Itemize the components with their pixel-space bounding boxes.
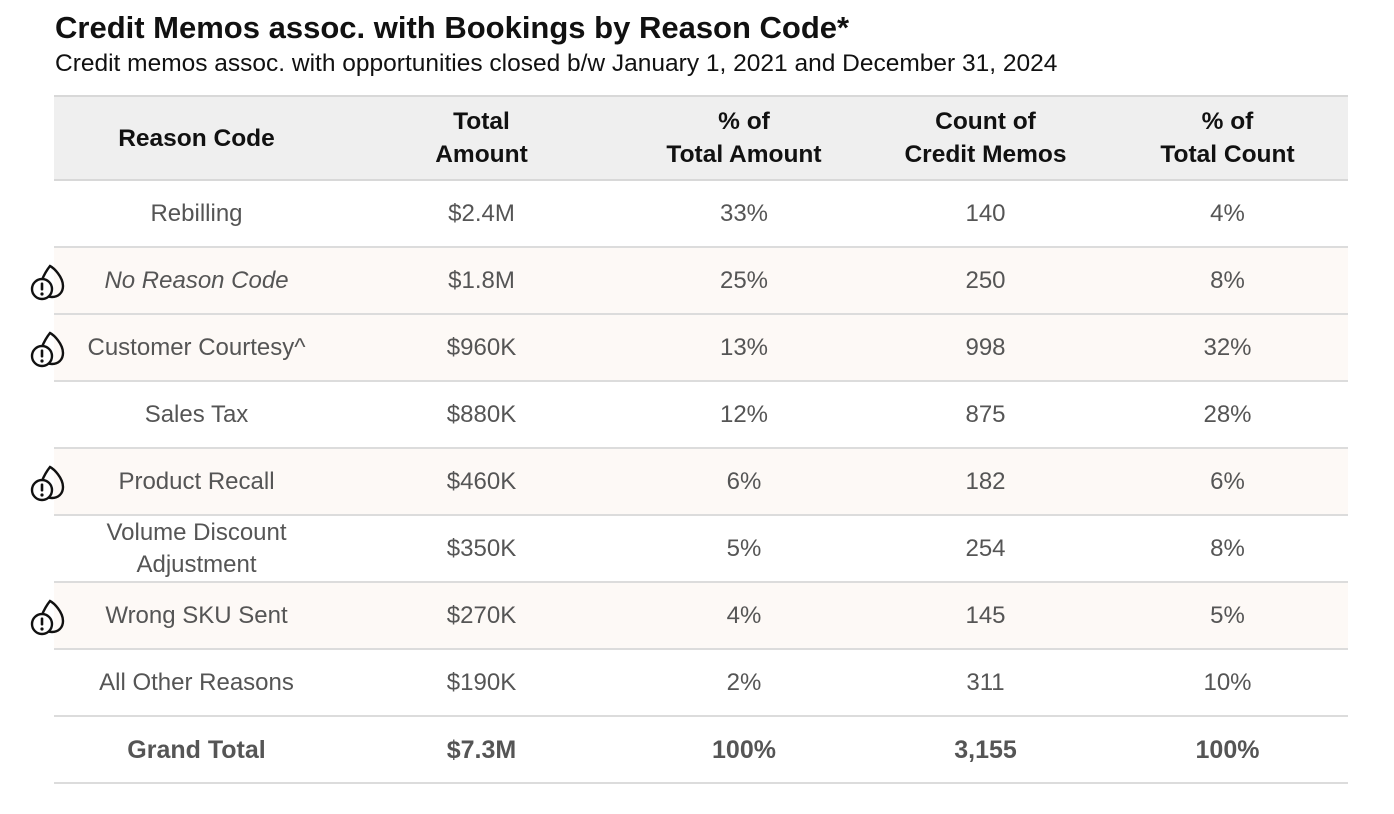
- reason-cell: Product Recall: [118, 467, 275, 495]
- count-cell: 875: [965, 400, 1006, 428]
- pct-count-cell: 6%: [1210, 467, 1245, 495]
- chart-title: Credit Memos assoc. with Bookings by Rea…: [55, 10, 850, 45]
- table-row: All Other Reasons $190K 2% 311 10%: [54, 650, 1348, 717]
- amount-cell: $2.4M: [448, 199, 515, 227]
- pct-count-cell: 4%: [1210, 199, 1245, 227]
- amount-cell: $460K: [446, 467, 517, 495]
- count-cell: 145: [965, 601, 1006, 629]
- amount-cell: $1.8M: [448, 266, 515, 294]
- pct-amount-cell: 12%: [719, 400, 769, 428]
- table-row: Sales Tax $880K 12% 875 28%: [54, 382, 1348, 449]
- drop-warning-icon: [30, 465, 65, 502]
- pct-amount-cell: 4%: [726, 601, 762, 629]
- table-row: Rebilling $2.4M 33% 140 4%: [54, 181, 1348, 248]
- drop-warning-icon: [30, 331, 65, 368]
- count-cell: 311: [966, 668, 1005, 696]
- table-header: Reason Code Total Amount % of Total Amou…: [54, 95, 1348, 181]
- pct-count-cell: 32%: [1203, 333, 1252, 361]
- pct-count-cell: 10%: [1203, 668, 1252, 696]
- total-pct-count: 100%: [1195, 735, 1260, 764]
- table-row: Product Recall $460K 6% 182 6%: [30, 449, 1348, 516]
- pct-count-cell: 5%: [1210, 601, 1245, 629]
- total-amount: $7.3M: [446, 735, 517, 764]
- table-row: No Reason Code $1.8M 25% 250 8%: [30, 248, 1348, 315]
- total-count: 3,155: [954, 735, 1017, 764]
- pct-count-cell: 8%: [1210, 266, 1245, 294]
- chart-subtitle: Credit memos assoc. with opportunities c…: [55, 50, 1058, 77]
- reason-cell: Rebilling: [150, 199, 243, 227]
- count-cell: 250: [965, 266, 1006, 294]
- pct-count-cell: 28%: [1203, 400, 1252, 428]
- reason-cell: Volume Discount Adjustment: [106, 518, 287, 578]
- pct-amount-cell: 25%: [719, 266, 769, 294]
- count-cell: 998: [965, 333, 1006, 361]
- amount-cell: $960K: [446, 333, 517, 361]
- drop-warning-icon: [30, 599, 65, 636]
- amount-cell: $350K: [446, 534, 517, 562]
- reason-cell: Wrong SKU Sent: [105, 601, 288, 629]
- table-row: Wrong SKU Sent $270K 4% 145 5%: [30, 583, 1348, 650]
- table-row: Customer Courtesy^ $960K 13% 998 32%: [30, 315, 1348, 382]
- header-total-amount: Total Amount: [435, 108, 528, 168]
- total-label: Grand Total: [127, 735, 266, 764]
- reason-cell: Sales Tax: [144, 400, 249, 428]
- header-reason-code: Reason Code: [118, 124, 275, 152]
- table-row: Volume Discount Adjustment $350K 5% 254 8%: [54, 516, 1348, 583]
- reason-cell: Customer Courtesy^: [87, 333, 306, 361]
- header-count-credit-memos: Count of Credit Memos: [904, 108, 1067, 168]
- amount-cell: $190K: [446, 668, 517, 696]
- pct-amount-cell: 5%: [726, 534, 762, 562]
- header-pct-total-count: % of Total Count: [1160, 108, 1295, 168]
- drop-warning-icon: [30, 264, 65, 301]
- pct-amount-cell: 33%: [719, 199, 769, 227]
- count-cell: 254: [965, 534, 1006, 562]
- reason-cell: No Reason Code: [104, 266, 289, 294]
- reason-cell: All Other Reasons: [99, 668, 294, 696]
- total-pct-amount: 100%: [712, 735, 776, 764]
- grand-total-row: Grand Total $7.3M 100% 3,155 100%: [54, 717, 1348, 784]
- pct-amount-cell: 13%: [719, 333, 769, 361]
- pct-count-cell: 8%: [1210, 534, 1245, 562]
- table-body: Rebilling $2.4M 33% 140 4% No Reason Code $1.8…: [30, 181, 1348, 717]
- header-pct-total-amount: % of Total Amount: [666, 108, 822, 168]
- amount-cell: $270K: [446, 601, 517, 629]
- pct-amount-cell: 2%: [726, 668, 762, 696]
- count-cell: 140: [965, 199, 1006, 227]
- reason-code-table: Reason Code Total Amount % of Total Amou…: [30, 95, 1348, 784]
- amount-cell: $880K: [446, 400, 517, 428]
- pct-amount-cell: 6%: [726, 467, 762, 495]
- count-cell: 182: [965, 467, 1006, 495]
